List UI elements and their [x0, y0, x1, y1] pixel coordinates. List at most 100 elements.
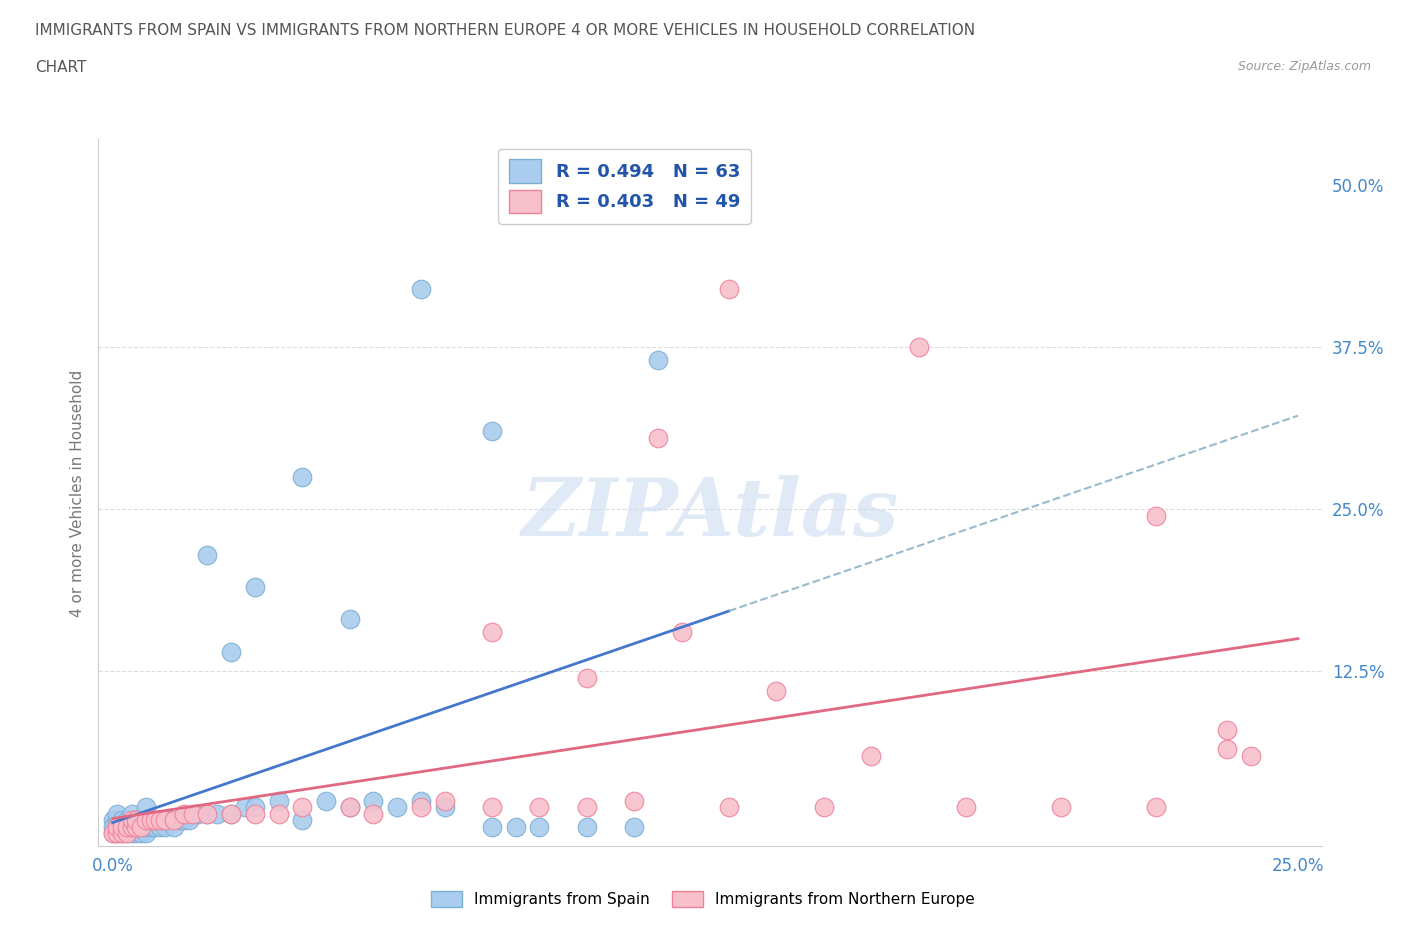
Point: [197, 806, 219, 821]
Point: [135, 800, 157, 815]
Point: [111, 819, 134, 834]
Point: [243, 579, 266, 594]
Point: [433, 793, 456, 808]
Point: [481, 424, 503, 439]
Point: [125, 819, 148, 834]
Text: IMMIGRANTS FROM SPAIN VS IMMIGRANTS FROM NORTHERN EUROPE 4 OR MORE VEHICLES IN H: IMMIGRANTS FROM SPAIN VS IMMIGRANTS FROM…: [35, 23, 976, 38]
Point: [647, 352, 669, 367]
Point: [291, 813, 314, 828]
Point: [115, 819, 138, 834]
Point: [159, 813, 181, 828]
Point: [105, 806, 128, 821]
Point: [647, 431, 669, 445]
Point: [339, 612, 361, 627]
Point: [105, 819, 128, 834]
Point: [1144, 800, 1167, 815]
Point: [105, 813, 128, 828]
Point: [115, 819, 138, 834]
Point: [197, 547, 219, 562]
Point: [167, 813, 190, 828]
Point: [433, 800, 456, 815]
Point: [101, 826, 124, 841]
Point: [125, 826, 148, 841]
Point: [115, 826, 138, 841]
Point: [121, 806, 143, 821]
Point: [907, 339, 929, 354]
Point: [187, 806, 209, 821]
Y-axis label: 4 or more Vehicles in Household: 4 or more Vehicles in Household: [69, 369, 84, 617]
Point: [105, 826, 128, 841]
Point: [115, 813, 138, 828]
Point: [291, 470, 314, 485]
Point: [135, 819, 157, 834]
Point: [1239, 748, 1261, 763]
Point: [205, 806, 228, 821]
Point: [575, 671, 598, 685]
Point: [129, 813, 152, 828]
Point: [139, 819, 162, 834]
Text: ZIPAtlas: ZIPAtlas: [522, 475, 898, 552]
Point: [409, 793, 432, 808]
Point: [105, 819, 128, 834]
Point: [235, 800, 257, 815]
Point: [575, 819, 598, 834]
Point: [101, 813, 124, 828]
Point: [409, 800, 432, 815]
Point: [955, 800, 977, 815]
Point: [363, 806, 385, 821]
Point: [125, 813, 148, 828]
Point: [139, 813, 162, 828]
Point: [1216, 741, 1239, 756]
Text: Source: ZipAtlas.com: Source: ZipAtlas.com: [1237, 60, 1371, 73]
Point: [1050, 800, 1073, 815]
Point: [105, 826, 128, 841]
Point: [121, 819, 143, 834]
Point: [149, 813, 172, 828]
Point: [219, 806, 242, 821]
Point: [671, 625, 693, 640]
Point: [143, 819, 166, 834]
Point: [111, 813, 134, 828]
Point: [481, 625, 503, 640]
Point: [129, 819, 152, 834]
Point: [101, 826, 124, 841]
Point: [339, 800, 361, 815]
Point: [623, 793, 645, 808]
Point: [153, 813, 176, 828]
Point: [315, 793, 337, 808]
Point: [173, 806, 195, 821]
Point: [243, 806, 266, 821]
Point: [717, 281, 740, 296]
Point: [163, 819, 186, 834]
Point: [129, 819, 152, 834]
Point: [115, 826, 138, 841]
Point: [197, 806, 219, 821]
Point: [481, 819, 503, 834]
Point: [163, 813, 186, 828]
Point: [173, 813, 195, 828]
Point: [149, 813, 172, 828]
Point: [125, 819, 148, 834]
Point: [363, 793, 385, 808]
Point: [101, 819, 124, 834]
Point: [243, 800, 266, 815]
Point: [139, 813, 162, 828]
Point: [219, 806, 242, 821]
Point: [149, 819, 172, 834]
Point: [1216, 722, 1239, 737]
Point: [181, 806, 204, 821]
Point: [267, 806, 290, 821]
Text: CHART: CHART: [35, 60, 87, 75]
Point: [121, 819, 143, 834]
Point: [409, 281, 432, 296]
Point: [153, 819, 176, 834]
Point: [111, 826, 134, 841]
Point: [219, 644, 242, 659]
Point: [529, 800, 551, 815]
Point: [121, 813, 143, 828]
Point: [121, 826, 143, 841]
Legend: Immigrants from Spain, Immigrants from Northern Europe: Immigrants from Spain, Immigrants from N…: [425, 884, 981, 913]
Point: [129, 826, 152, 841]
Point: [529, 819, 551, 834]
Point: [1144, 508, 1167, 523]
